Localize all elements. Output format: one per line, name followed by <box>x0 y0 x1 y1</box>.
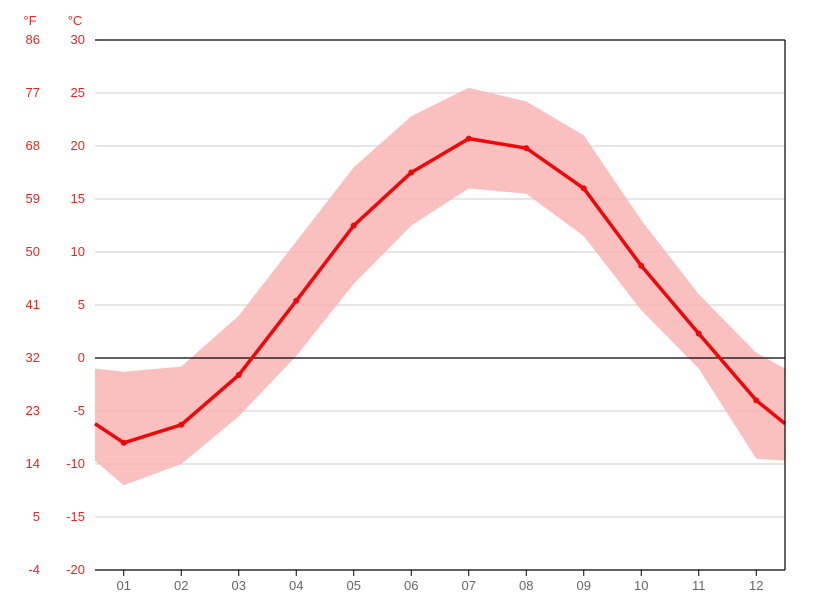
x-tick-label: 05 <box>347 578 361 593</box>
y-tick-f: -4 <box>28 562 40 577</box>
x-tick-label: 10 <box>634 578 648 593</box>
x-tick-label: 11 <box>692 578 706 593</box>
y-tick-c: -15 <box>66 509 85 524</box>
data-marker <box>523 145 529 151</box>
x-tick-label: 04 <box>289 578 303 593</box>
data-marker <box>638 263 644 269</box>
x-tick-label: 12 <box>749 578 763 593</box>
y-tick-f: 68 <box>26 138 40 153</box>
data-marker <box>293 298 299 304</box>
y-tick-c: -20 <box>66 562 85 577</box>
chart-svg: -20-15-10-5051015202530-4514233241505968… <box>0 0 815 611</box>
data-marker <box>121 440 127 446</box>
y-tick-f: 5 <box>33 509 40 524</box>
y-tick-c: 25 <box>71 85 85 100</box>
x-tick-label: 08 <box>519 578 533 593</box>
y-tick-f: 41 <box>26 297 40 312</box>
data-marker <box>466 136 472 142</box>
y-tick-c: 15 <box>71 191 85 206</box>
data-marker <box>351 223 357 229</box>
temperature-chart: -20-15-10-5051015202530-4514233241505968… <box>0 0 815 611</box>
data-marker <box>178 422 184 428</box>
y-tick-f: 50 <box>26 244 40 259</box>
y-tick-f: 59 <box>26 191 40 206</box>
y-tick-f: 23 <box>26 403 40 418</box>
data-marker <box>581 185 587 191</box>
unit-label-c: °C <box>68 13 83 28</box>
x-tick-label: 02 <box>174 578 188 593</box>
data-marker <box>236 372 242 378</box>
y-tick-f: 77 <box>26 85 40 100</box>
y-tick-c: 30 <box>71 32 85 47</box>
x-tick-label: 01 <box>117 578 131 593</box>
y-tick-c: -10 <box>66 456 85 471</box>
unit-label-f: °F <box>23 13 36 28</box>
x-tick-label: 06 <box>404 578 418 593</box>
x-tick-label: 03 <box>232 578 246 593</box>
y-tick-f: 32 <box>26 350 40 365</box>
y-tick-c: 20 <box>71 138 85 153</box>
data-marker <box>753 397 759 403</box>
y-tick-c: 5 <box>78 297 85 312</box>
temperature-band <box>95 88 785 486</box>
y-tick-c: 10 <box>71 244 85 259</box>
data-marker <box>408 170 414 176</box>
data-marker <box>696 331 702 337</box>
y-tick-f: 86 <box>26 32 40 47</box>
y-tick-c: 0 <box>78 350 85 365</box>
x-tick-label: 09 <box>577 578 591 593</box>
y-tick-c: -5 <box>73 403 85 418</box>
y-tick-f: 14 <box>26 456 40 471</box>
x-tick-label: 07 <box>462 578 476 593</box>
